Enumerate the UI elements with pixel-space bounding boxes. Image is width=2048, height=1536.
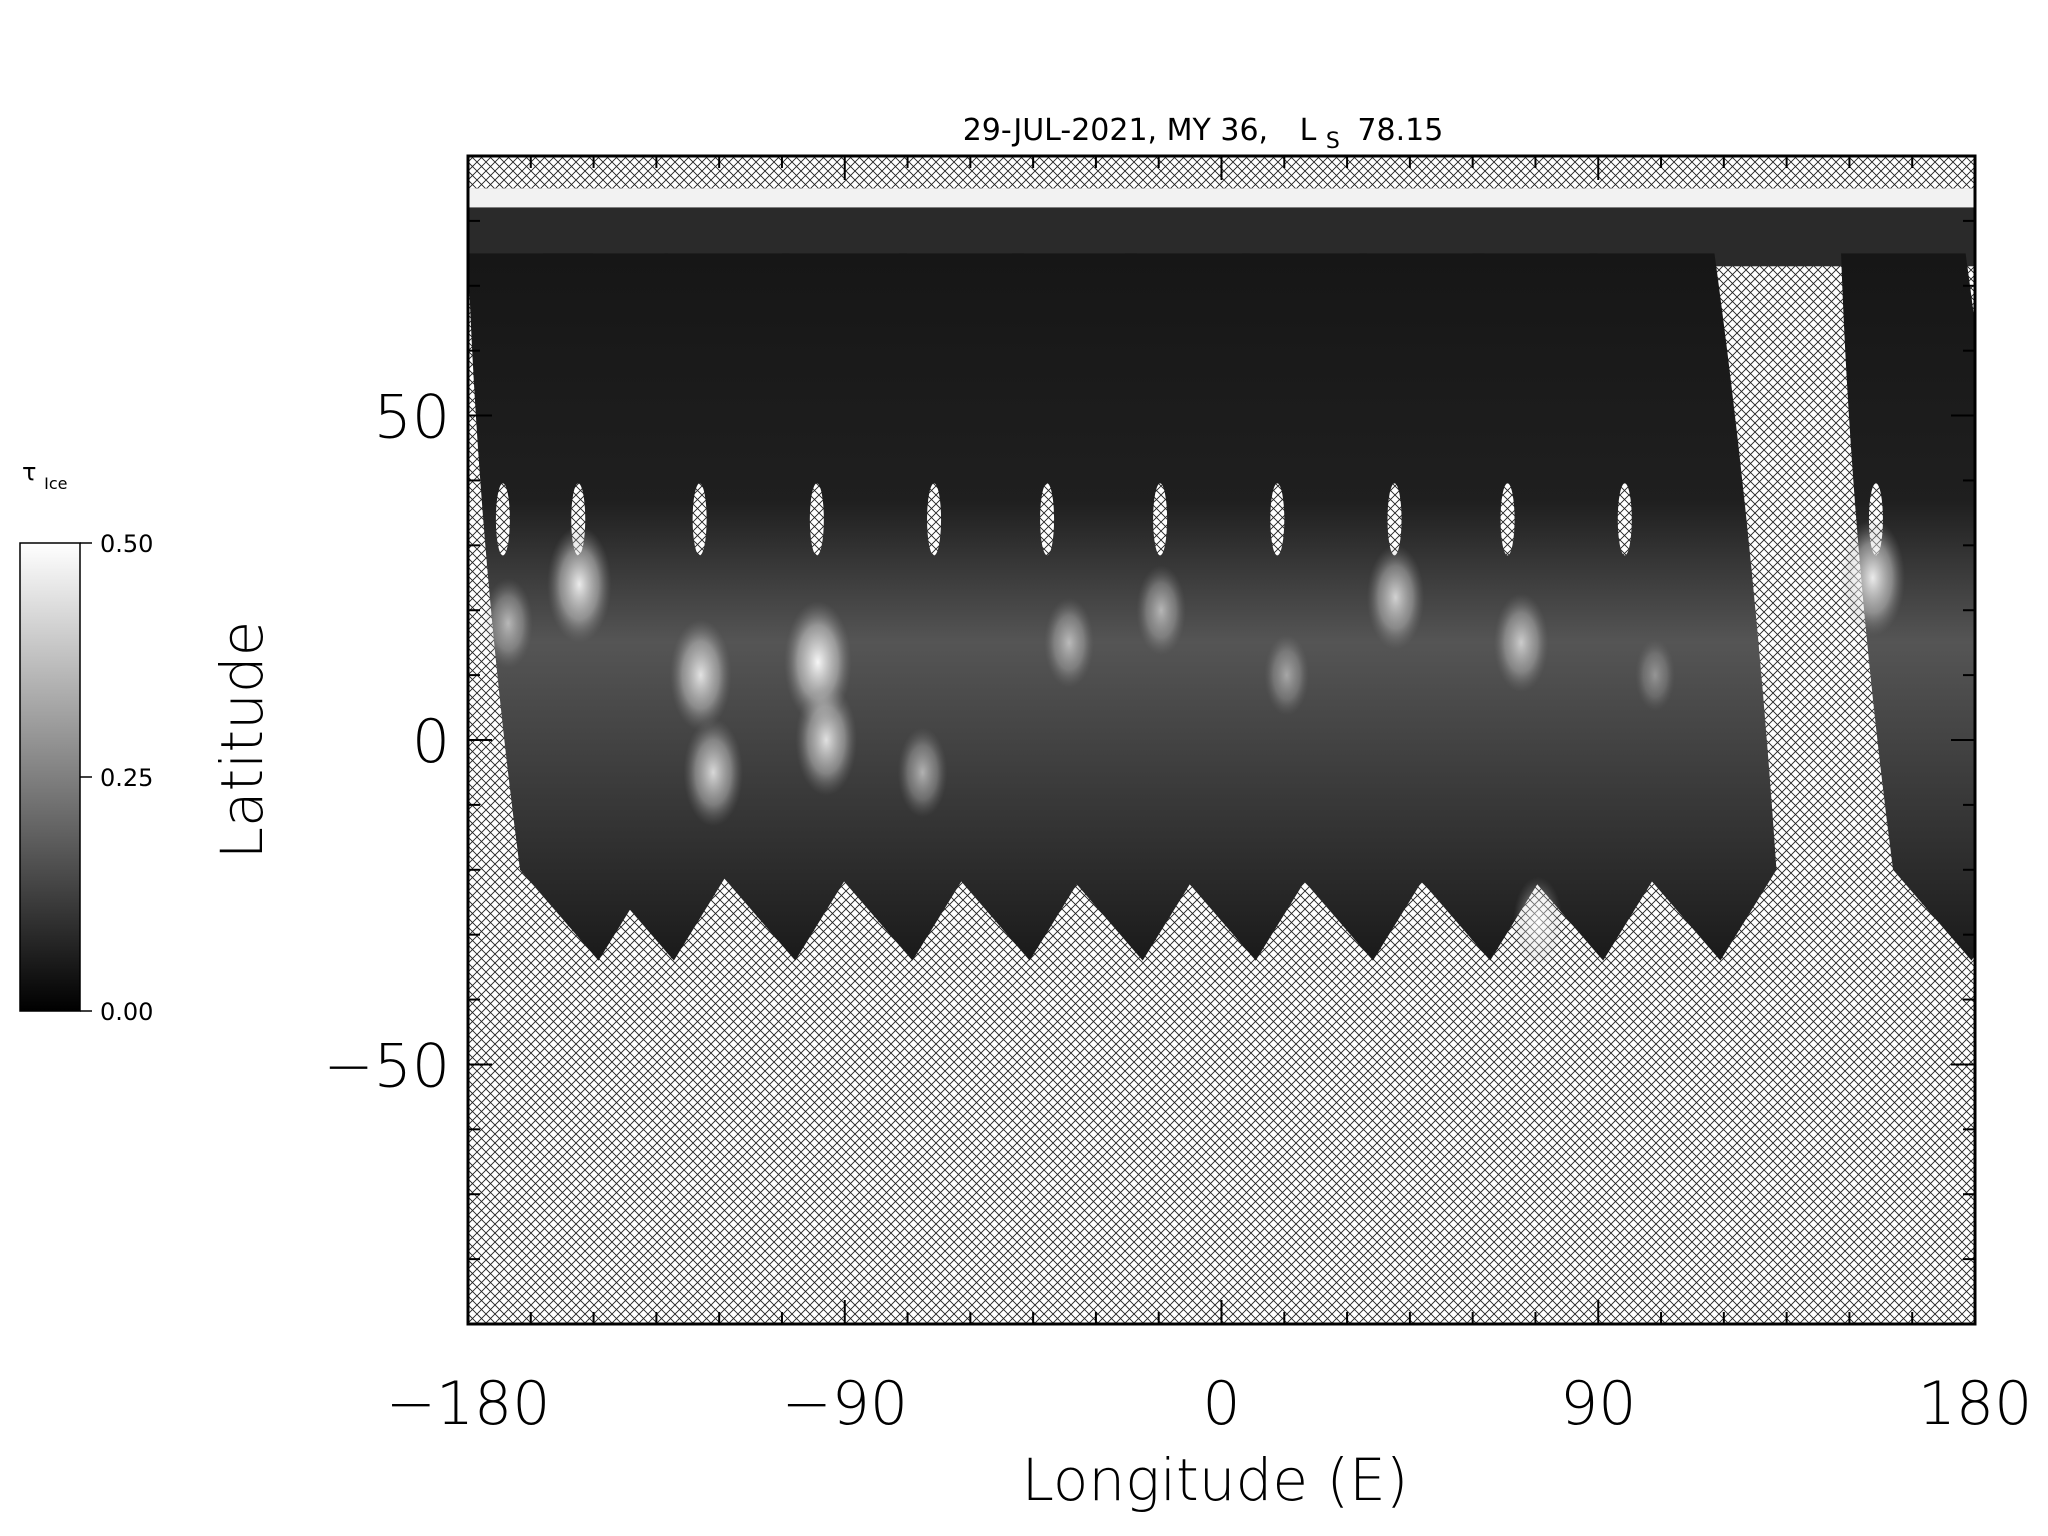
ice-cloud [1493, 593, 1549, 693]
data-layer [468, 188, 1975, 967]
x-tick-label: −180 [386, 1369, 551, 1439]
polar-cap [468, 188, 1975, 208]
axis-ticks: −180 −90 0 90 180 50 0 −50 [323, 155, 2033, 1439]
ice-cloud [1840, 519, 1905, 637]
ice-cloud [669, 619, 732, 731]
x-tick-label: 180 [1918, 1369, 2033, 1439]
y-tick-label: 0 [412, 707, 450, 777]
swath [1840, 253, 1975, 961]
colorbar-tick-label: 0.00 [100, 998, 153, 1026]
colorbar: τ Ice 0.50 0.25 0.00 [19, 458, 153, 1026]
swath-gap [495, 483, 510, 556]
swath-gap [927, 483, 942, 556]
swath-gap [1040, 483, 1055, 556]
ice-cloud [547, 525, 612, 643]
x-tick-label: 90 [1560, 1369, 1636, 1439]
colorbar-label: τ Ice [22, 458, 67, 493]
ice-cloud [483, 578, 533, 669]
chart-title: 29-JUL-2021, MY 36, L S 78.15 [963, 113, 1444, 156]
ice-cloud [683, 718, 743, 827]
swath-body [1589, 253, 1777, 961]
swath [1589, 253, 1777, 961]
swath-gap [692, 483, 707, 556]
swath-gap [1617, 483, 1632, 556]
swath-body [1841, 253, 1975, 961]
colorbar-gradient [19, 542, 81, 1012]
ice-cloud [1264, 634, 1310, 716]
ice-cloud [1635, 639, 1675, 712]
ice-cloud [1136, 565, 1186, 656]
ice-cloud [897, 727, 948, 818]
x-tick-label: −90 [781, 1369, 908, 1439]
swath-gap [1153, 483, 1168, 556]
colorbar-tick-label: 0.25 [100, 764, 153, 792]
y-tick-label: 50 [374, 383, 450, 453]
ice-cloud [1366, 545, 1425, 650]
y-axis-label: Latitude [208, 621, 276, 860]
ice-cloud [795, 684, 857, 796]
swath-gap [1500, 483, 1515, 556]
swath-gap [1387, 483, 1402, 556]
ice-cloud [1513, 876, 1563, 967]
ice-cloud [1044, 597, 1094, 688]
swath-gap [809, 483, 824, 556]
colorbar-ticks: 0.50 0.25 0.00 [80, 530, 153, 1026]
x-axis-label: Longitude (E) [1022, 1446, 1409, 1514]
x-tick-label: 0 [1202, 1369, 1240, 1439]
colorbar-tick-label: 0.50 [100, 530, 153, 558]
y-tick-label: −50 [323, 1031, 450, 1101]
swath-gap [1270, 483, 1285, 556]
